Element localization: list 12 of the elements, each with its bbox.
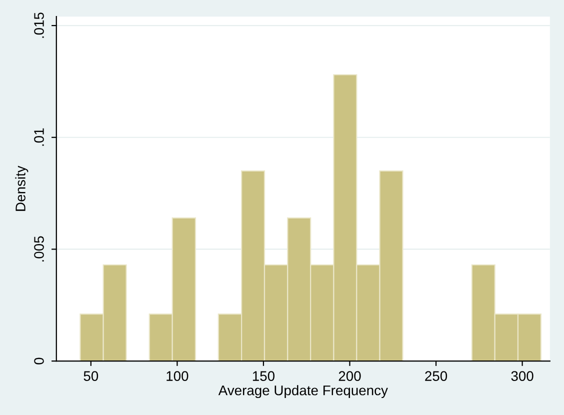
- y-tick-label: .005: [34, 236, 44, 262]
- y-tick-label: .015: [34, 12, 44, 38]
- y-tick-label: .01: [34, 128, 44, 146]
- x-tick-label: 150: [252, 371, 275, 381]
- x-tick-label: 200: [338, 371, 361, 381]
- x-tick-label: 300: [511, 371, 534, 381]
- y-tick-label: 0: [34, 358, 44, 364]
- x-tick-label: 250: [425, 371, 448, 381]
- x-axis-title: Average Update Frequency: [218, 385, 388, 398]
- x-tick-label: 100: [166, 371, 188, 381]
- y-axis-title: Density: [15, 166, 28, 211]
- x-tick-label: 50: [84, 371, 98, 381]
